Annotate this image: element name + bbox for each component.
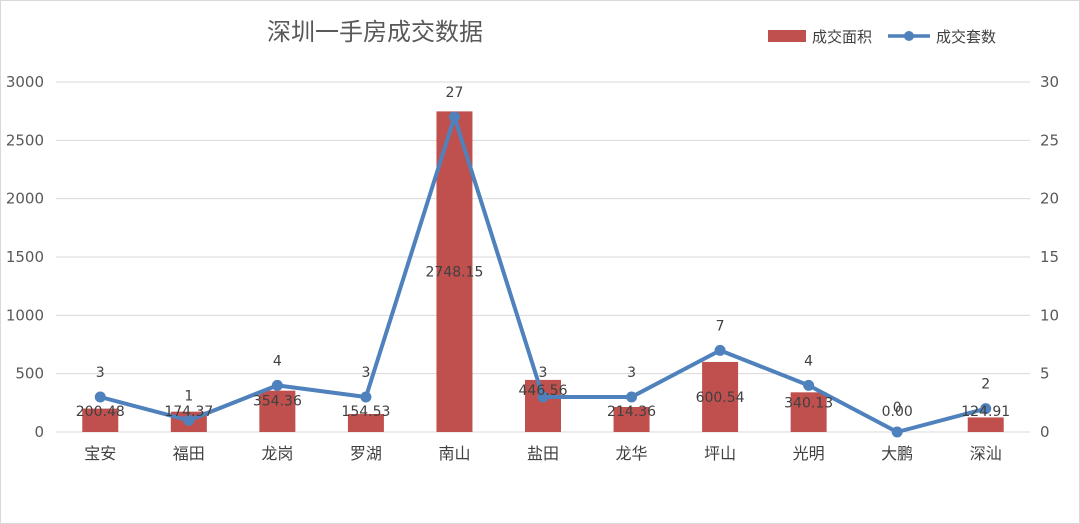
x-tick-label: 大鹏 bbox=[881, 444, 913, 463]
line-point bbox=[271, 379, 283, 391]
x-tick-label: 福田 bbox=[173, 444, 205, 463]
line-point bbox=[803, 379, 815, 391]
chart-title: 深圳一手房成交数据 bbox=[267, 18, 483, 46]
bar-data-label: 354.36 bbox=[253, 394, 302, 410]
line-point bbox=[94, 391, 106, 403]
line-data-label: 4 bbox=[273, 353, 282, 369]
legend-label-area: 成交面积 bbox=[812, 28, 872, 46]
line-series-area bbox=[94, 111, 992, 438]
line-data-label: 4 bbox=[804, 353, 813, 369]
bar-data-label: 174.37 bbox=[164, 404, 213, 420]
y-right-tick-label: 5 bbox=[1040, 365, 1050, 383]
line-data-label: 3 bbox=[96, 365, 105, 381]
line-data-label: 3 bbox=[539, 365, 548, 381]
bar-data-label: 446.56 bbox=[519, 383, 568, 399]
bar-data-label: 600.54 bbox=[696, 390, 745, 406]
line-point bbox=[626, 391, 638, 403]
bar-data-label: 2748.15 bbox=[426, 265, 484, 281]
line-data-label: 2 bbox=[981, 377, 990, 393]
y-left-tick-label: 2500 bbox=[6, 131, 44, 149]
x-tick-label: 盐田 bbox=[527, 444, 559, 463]
y-right-tick-label: 0 bbox=[1040, 423, 1050, 441]
y-left-tick-label: 3000 bbox=[6, 73, 44, 91]
x-tick-label: 南山 bbox=[438, 444, 470, 463]
bar bbox=[525, 379, 561, 432]
bar-data-label: 0.00 bbox=[882, 404, 913, 420]
line-point bbox=[980, 403, 992, 415]
y-right-tick-label: 30 bbox=[1040, 73, 1059, 91]
bar-data-label: 154.53 bbox=[341, 404, 390, 420]
y-left-tick-label: 0 bbox=[34, 423, 44, 441]
y-right-tick-label: 15 bbox=[1040, 248, 1059, 266]
x-tick-label: 龙华 bbox=[616, 444, 648, 463]
line-data-label: 7 bbox=[716, 318, 725, 334]
line-point bbox=[537, 391, 549, 403]
y-left-tick-label: 2000 bbox=[6, 190, 44, 208]
bar-data-label: 200.48 bbox=[76, 404, 125, 420]
y-right-tick-label: 10 bbox=[1040, 306, 1059, 324]
y-left-tick-label: 1500 bbox=[6, 248, 44, 266]
line-data-label: 27 bbox=[446, 85, 464, 101]
gridlines bbox=[56, 81, 1030, 433]
line-point bbox=[448, 111, 460, 123]
x-tick-label: 光明 bbox=[793, 444, 825, 463]
bar bbox=[613, 406, 650, 432]
legend-bar-swatch bbox=[768, 30, 806, 42]
data-labels: 200.48 174.37354.36154.532748.15446.56214… bbox=[76, 85, 1010, 420]
legend-label-count: 成交套数 bbox=[936, 28, 996, 46]
line-data-label: 3 bbox=[361, 365, 370, 381]
y-left-tick-label: 500 bbox=[15, 365, 44, 383]
legend: 成交面积 成交套数 bbox=[768, 28, 996, 46]
bar bbox=[82, 408, 119, 432]
line-point bbox=[183, 414, 195, 426]
x-tick-label: 罗湖 bbox=[350, 444, 382, 463]
bar-data-label: 124.91 bbox=[961, 404, 1010, 420]
bar-data-label: 214.36 bbox=[607, 404, 656, 420]
bar bbox=[347, 413, 384, 432]
line-data-label: 0 bbox=[893, 400, 902, 416]
line-data-label: 1 bbox=[184, 388, 193, 404]
bar bbox=[967, 417, 1004, 432]
line-data-label: 3 bbox=[627, 365, 636, 381]
y-left-tick-label: 1000 bbox=[6, 306, 44, 324]
bar bbox=[790, 392, 827, 432]
x-tick-label: 宝安 bbox=[84, 444, 116, 463]
bar bbox=[702, 361, 739, 432]
y-right-tick-label: 20 bbox=[1040, 190, 1059, 208]
x-tick-label: 深汕 bbox=[970, 444, 1002, 463]
y-right-tick-label: 25 bbox=[1040, 131, 1059, 149]
line-point bbox=[714, 344, 726, 356]
bar-data-label: 340.13 bbox=[784, 395, 833, 411]
legend-line-marker bbox=[904, 31, 914, 41]
line-point bbox=[360, 391, 372, 403]
x-tick-label: 龙岗 bbox=[261, 444, 293, 463]
line-point bbox=[891, 426, 903, 438]
x-tick-label: 坪山 bbox=[704, 444, 736, 463]
bar bbox=[436, 111, 473, 432]
bar bbox=[259, 390, 296, 432]
